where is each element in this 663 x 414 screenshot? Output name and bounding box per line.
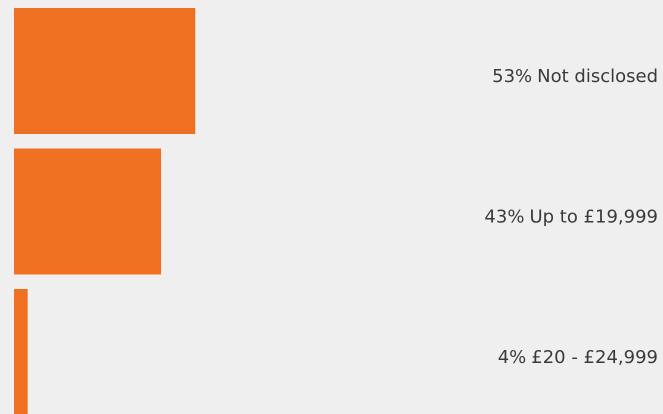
bar-label: 53% Not disclosed bbox=[492, 66, 658, 87]
bar-label: 4% £20 - £24,999 bbox=[498, 347, 658, 368]
category-label: Not disclosed bbox=[537, 66, 658, 87]
category-label: £20 - £24,999 bbox=[531, 347, 658, 368]
bar bbox=[14, 8, 196, 134]
bar bbox=[14, 148, 162, 275]
category-label: Up to £19,999 bbox=[529, 207, 658, 228]
value-label: 53% bbox=[492, 66, 532, 87]
value-label: 43% bbox=[484, 207, 524, 228]
bar bbox=[14, 289, 28, 414]
bar-label: 43% Up to £19,999 bbox=[484, 207, 658, 228]
value-label: 4% bbox=[498, 347, 527, 368]
